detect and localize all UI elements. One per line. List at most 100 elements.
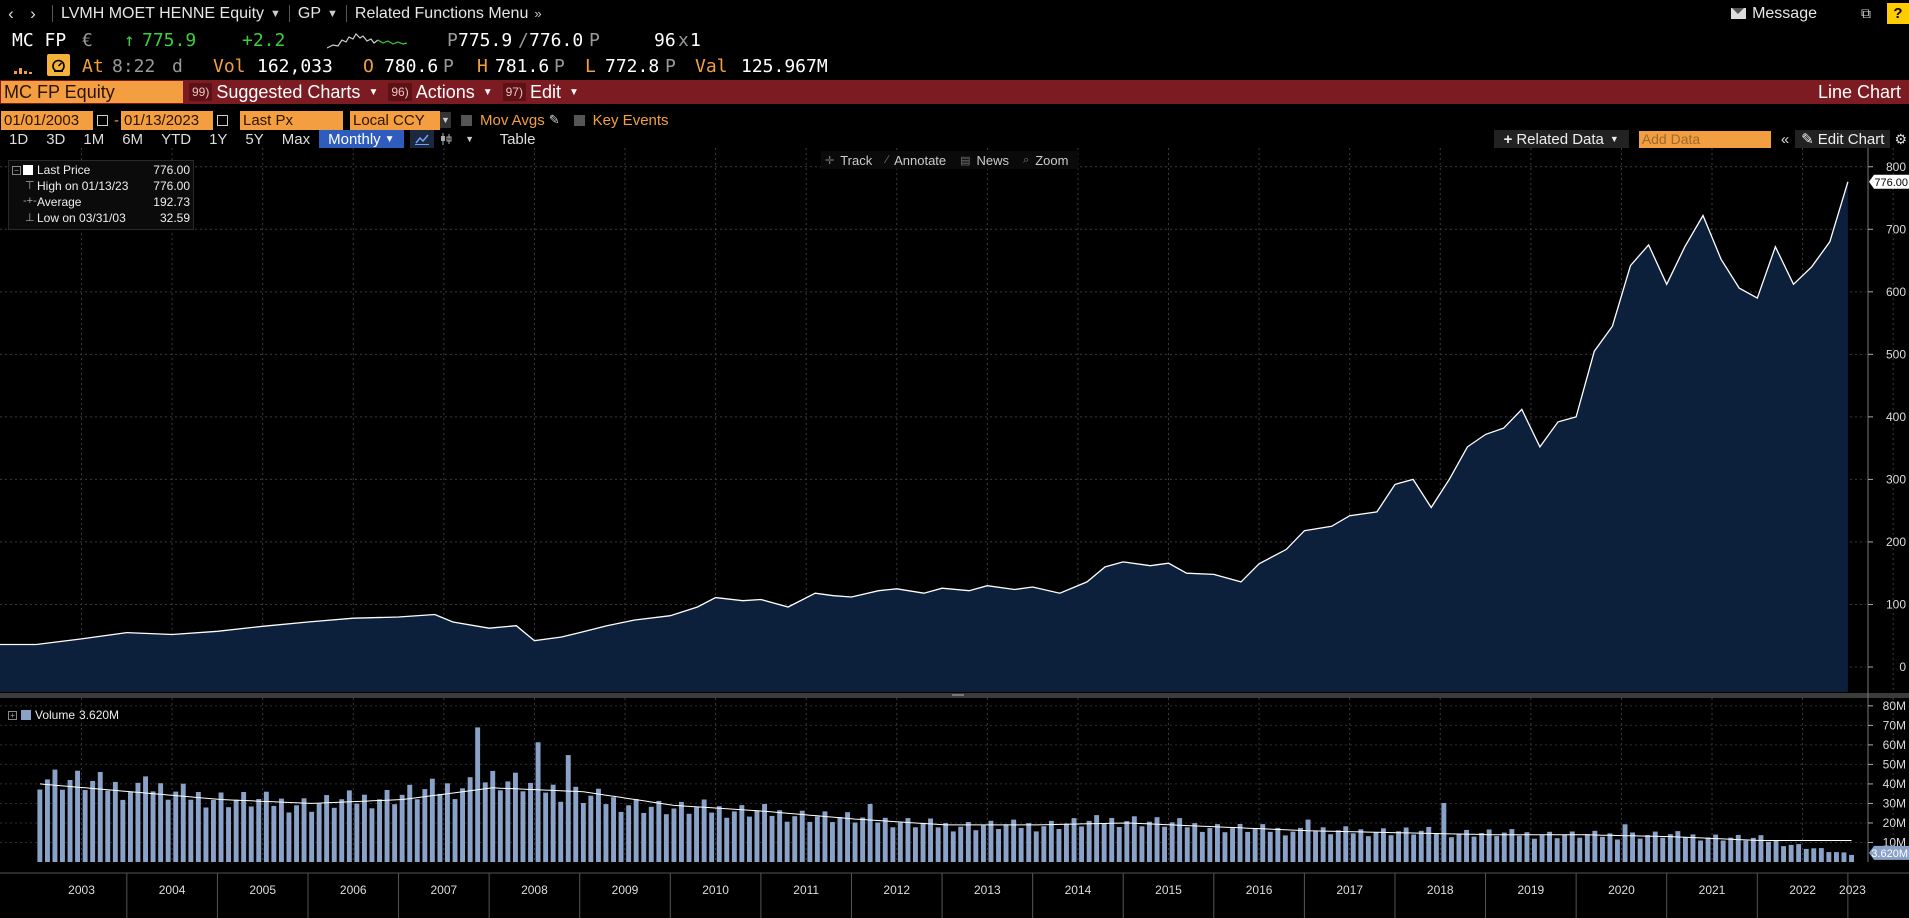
field-selector[interactable]: Last Px — [240, 110, 343, 130]
currency-selector[interactable]: Local CCY — [350, 110, 440, 130]
line-chart-icon[interactable] — [409, 130, 434, 148]
volume-bar — [1569, 831, 1575, 862]
bid-ask-separator: / — [518, 30, 529, 51]
collapse-icon[interactable]: − — [12, 166, 21, 175]
volume-bar — [1109, 818, 1115, 862]
edit-chart-button[interactable]: ✎ Edit Chart — [1795, 130, 1891, 148]
period-1d[interactable]: 1D — [9, 130, 29, 148]
price-legend[interactable]: − Last Price 776.00 ⊤ High on 01/13/23 7… — [8, 160, 194, 230]
currency-symbol: € — [82, 30, 93, 51]
function-selector[interactable]: GP ▼ — [298, 5, 338, 23]
chart-canvas[interactable]: 010020030040050060070080010M20M30M40M50M… — [0, 148, 1909, 918]
volume-bar — [1298, 827, 1303, 862]
end-date-input[interactable]: 01/13/2023 — [121, 110, 213, 130]
suggested-charts-number: 99) — [189, 83, 213, 101]
collapse-left-icon[interactable]: « — [1780, 130, 1790, 148]
volume-legend[interactable]: + Volume 3.620M — [8, 707, 119, 723]
volume-bar — [1131, 816, 1137, 862]
volume-bar — [1705, 837, 1711, 862]
actions-number: 96) — [388, 83, 412, 101]
calendar-icon[interactable] — [97, 114, 108, 126]
volume-bar — [1048, 820, 1054, 862]
key-events-checkbox[interactable] — [573, 114, 585, 126]
volume-bar — [173, 791, 179, 862]
volume-bar — [1411, 834, 1417, 862]
suggested-charts-button[interactable]: 99) Suggested Charts ▼ — [189, 81, 384, 103]
forward-arrow-icon[interactable]: › — [30, 3, 36, 23]
legend-value: 776.00 — [153, 163, 190, 177]
volume-bar — [1471, 836, 1477, 862]
volume-bar — [1396, 831, 1401, 862]
security-selector[interactable]: LVMH MOET HENNE Equity ▼ — [61, 5, 281, 23]
envelope-icon — [1731, 8, 1747, 19]
volume-bar — [1373, 832, 1379, 862]
volume-bar — [339, 799, 345, 862]
period-3d[interactable]: 3D — [46, 130, 66, 148]
actions-button[interactable]: 96) Actions ▼ — [388, 81, 498, 103]
mov-avgs-checkbox[interactable] — [461, 114, 472, 126]
volume-bar — [482, 782, 488, 862]
period-6m[interactable]: 6M — [122, 130, 144, 148]
market-status-icon[interactable] — [47, 54, 70, 76]
high-suffix: P — [554, 56, 565, 77]
zoom-tool[interactable]: ⌕ Zoom — [1019, 153, 1078, 168]
mov-avgs-label[interactable]: Mov Avgs — [480, 111, 545, 129]
volume-legend-label: Volume — [35, 708, 76, 722]
annotate-tool[interactable]: ∕ Annotate — [882, 153, 956, 168]
volume-bar — [784, 821, 790, 862]
volume-bar — [1184, 827, 1190, 862]
volume-bar — [626, 805, 632, 862]
candlestick-icon[interactable] — [434, 130, 458, 148]
track-tool[interactable]: ✛ Track — [821, 153, 882, 168]
back-arrow-icon[interactable]: ‹ — [8, 3, 14, 23]
low-value: 772.8 — [605, 56, 660, 77]
legend-value: 32.59 — [159, 211, 190, 225]
related-functions-menu[interactable]: Related Functions Menu » — [355, 5, 542, 23]
volume-bar — [1637, 838, 1643, 862]
help-button[interactable]: ? — [1887, 3, 1909, 24]
volume-bar — [1622, 824, 1628, 862]
low-suffix: P — [665, 56, 676, 77]
chevron-down-icon[interactable]: ▼ — [465, 134, 475, 144]
x-tick-label: 2019 — [1517, 883, 1544, 897]
volume-bar — [867, 804, 873, 862]
table-button[interactable]: Table — [499, 130, 536, 148]
chevron-down-icon[interactable]: ▼ — [440, 112, 451, 128]
message-button[interactable]: Message — [1731, 5, 1817, 23]
news-tool[interactable]: ▤ News — [956, 153, 1019, 168]
period-max[interactable]: Max — [281, 130, 311, 148]
frequency-selector[interactable]: Monthly ▼ — [319, 130, 404, 148]
gear-icon[interactable]: ⚙ — [1894, 130, 1907, 147]
add-data-input[interactable]: Add Data — [1638, 130, 1771, 148]
expand-icon[interactable]: + — [8, 710, 17, 720]
x-tick-label: 2012 — [883, 883, 910, 897]
volume-bar — [686, 813, 692, 862]
last-price-tag — [1869, 174, 1909, 189]
chart-area[interactable]: 0 100 200 300 400 500 600 700 800 10M 20M 30M 40M 50M… — [0, 148, 1909, 918]
calendar-icon[interactable] — [217, 114, 228, 126]
period-5y[interactable]: 5Y — [245, 130, 264, 148]
function-name: GP — [297, 4, 322, 22]
period-ytd[interactable]: YTD — [161, 130, 192, 148]
volume-bar — [671, 808, 677, 862]
pencil-icon[interactable]: ✎ — [548, 112, 560, 127]
volume-bar — [807, 821, 813, 862]
edit-button[interactable]: 97) Edit ▼ — [502, 81, 585, 103]
volume-bar — [837, 817, 843, 862]
start-date-input[interactable]: 01/01/2003 — [1, 110, 93, 130]
volume-bar — [935, 827, 941, 862]
bid-size: 96 — [654, 30, 676, 51]
period-1m[interactable]: 1M — [83, 130, 105, 148]
volume-bar — [1365, 836, 1371, 862]
related-data-button[interactable]: + Related Data ▼ — [1493, 130, 1629, 148]
price-tick-label: 0 — [1899, 660, 1906, 674]
security-input[interactable]: MC FP Equity — [1, 81, 183, 103]
x-tick-label: 2009 — [612, 883, 639, 897]
new-window-icon[interactable]: ⧉ — [1861, 5, 1871, 21]
volume-bar — [286, 812, 292, 862]
low-marker-icon: ⊥ — [25, 212, 35, 224]
last-price: 775.9 — [142, 30, 197, 51]
key-events-label[interactable]: Key Events — [592, 111, 669, 129]
period-1y[interactable]: 1Y — [209, 130, 228, 148]
volume-bar — [528, 782, 533, 862]
